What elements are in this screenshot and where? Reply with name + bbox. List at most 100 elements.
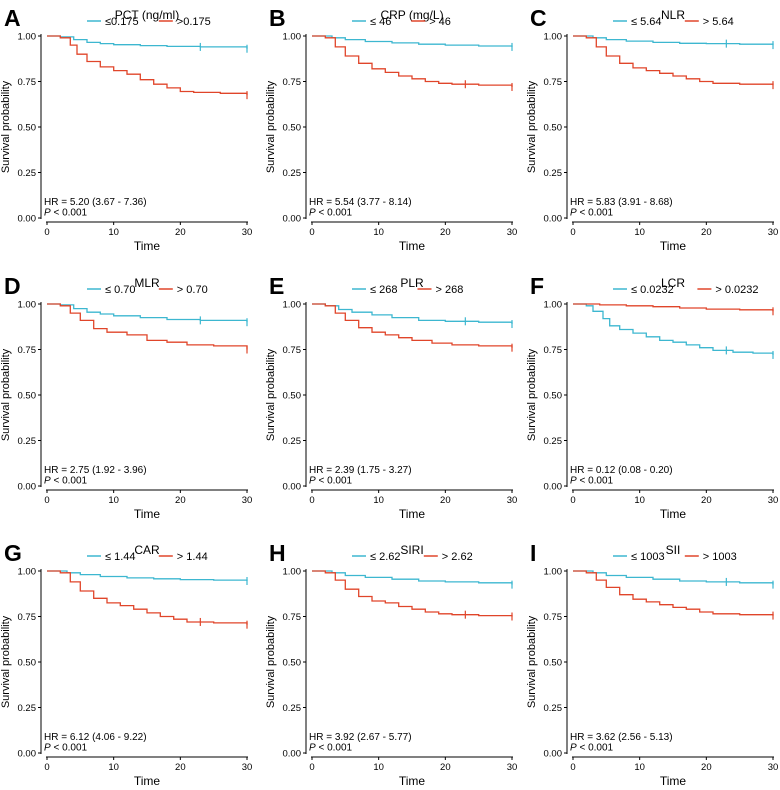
- p-symbol: P: [309, 208, 316, 219]
- panel-title: PLR: [400, 276, 424, 290]
- legend-label-high: > 0.70: [177, 284, 208, 296]
- x-tick-label: 10: [108, 227, 119, 238]
- p-value: P < 0.001: [309, 476, 353, 487]
- y-tick-label: 0.75: [544, 612, 563, 623]
- legend: ≤ 1003 > 1003: [613, 551, 737, 563]
- x-axis-label: Time: [399, 774, 426, 788]
- x-tick-label: 10: [108, 495, 119, 506]
- y-tick-label: 0.75: [283, 77, 302, 88]
- hazard-ratio: HR = 5.20 (3.67 - 7.36): [44, 197, 147, 208]
- p-value: P < 0.001: [309, 208, 353, 219]
- x-tick-label: 0: [570, 762, 575, 773]
- p-text: < 0.001: [316, 476, 353, 487]
- x-tick-label: 30: [242, 227, 253, 238]
- x-tick-label: 20: [701, 227, 712, 238]
- y-tick-label: 0.25: [18, 436, 37, 447]
- panel-letter: B: [269, 5, 286, 31]
- p-value: P < 0.001: [570, 208, 614, 219]
- y-tick-label: 1.00: [283, 32, 302, 43]
- panel-h: H SIRI≤ 2.62 > 2.62 0.00 0.25 0.50 0.75 1.00 0 10…: [265, 540, 517, 788]
- curve-low: [573, 570, 774, 585]
- x-tick-label: 30: [768, 762, 779, 773]
- y-tick-label: 0.50: [18, 391, 37, 402]
- y-tick-label: 1.00: [18, 300, 37, 311]
- panel-f: F LCR≤ 0.0232 > 0.0232 0.00 0.25 0.50 0.75 1.00…: [526, 273, 778, 521]
- x-tick-label: 10: [634, 495, 645, 506]
- x-axis-label: Time: [399, 507, 426, 521]
- y-tick-label: 0.75: [283, 345, 302, 356]
- x-tick-label: 10: [634, 762, 645, 773]
- legend-label-low: ≤ 5.64: [631, 16, 662, 28]
- y-tick-label: 0.00: [283, 482, 302, 493]
- x-tick-label: 10: [373, 227, 384, 238]
- p-value: P < 0.001: [44, 743, 88, 754]
- y-tick-label: 0.00: [544, 482, 563, 493]
- x-tick-label: 20: [175, 762, 186, 773]
- legend-label-high: > 268: [436, 284, 464, 296]
- y-tick-label: 1.00: [18, 567, 37, 578]
- curve-high: [573, 303, 774, 312]
- x-tick-label: 10: [373, 762, 384, 773]
- legend-label-high: >0.175: [177, 16, 211, 28]
- x-tick-label: 0: [44, 495, 49, 506]
- panel-a: A PCT (ng/ml)≤0.175 >0.175 0.00 0.25 0.50 0.75…: [0, 5, 252, 253]
- y-tick-label: 0.00: [283, 214, 302, 225]
- p-text: < 0.001: [51, 743, 88, 754]
- y-axis-label: Survival probability: [0, 348, 12, 441]
- x-axis-label: Time: [134, 507, 161, 521]
- panel-b: B CRP (mg/L)≤ 46 > 46 0.00 0.25 0.50 0.75 1.00 0…: [265, 5, 517, 253]
- panel-i: I SII≤ 1003 > 1003 0.00 0.25 0.50 0.75 1.00 0 10 2…: [526, 540, 778, 788]
- x-tick-label: 30: [507, 495, 518, 506]
- y-tick-label: 0.25: [283, 168, 302, 179]
- panel-title: LCR: [661, 276, 685, 290]
- curve-low: [312, 35, 513, 47]
- legend-label-low: ≤ 268: [370, 284, 397, 296]
- y-tick-label: 0.75: [283, 612, 302, 623]
- y-tick-label: 0.00: [544, 214, 563, 225]
- p-symbol: P: [570, 208, 577, 219]
- y-axis-label: Survival probability: [0, 80, 12, 173]
- x-tick-label: 20: [701, 495, 712, 506]
- legend-label-high: > 1.44: [177, 551, 208, 563]
- y-axis-label: Survival probability: [526, 615, 538, 708]
- p-value: P < 0.001: [44, 208, 88, 219]
- y-tick-label: 0.50: [544, 123, 563, 134]
- x-tick-label: 0: [309, 762, 314, 773]
- legend-label-high: > 46: [429, 16, 451, 28]
- curve-high: [47, 35, 248, 96]
- legend: ≤ 2.62 > 2.62: [352, 551, 473, 563]
- legend-label-low: ≤ 46: [370, 16, 391, 28]
- x-axis-label: Time: [134, 239, 161, 253]
- p-text: < 0.001: [316, 743, 353, 754]
- curve-high: [573, 35, 774, 86]
- x-tick-label: 0: [309, 495, 314, 506]
- y-tick-label: 0.50: [283, 658, 302, 669]
- legend-label-low: ≤ 1003: [631, 551, 665, 563]
- y-axis-label: Survival probability: [265, 80, 277, 173]
- y-tick-label: 0.50: [18, 123, 37, 134]
- panel-letter: H: [269, 540, 286, 566]
- y-tick-label: 0.00: [18, 214, 37, 225]
- x-tick-label: 0: [44, 227, 49, 238]
- y-tick-label: 1.00: [283, 300, 302, 311]
- p-text: < 0.001: [51, 476, 88, 487]
- p-value: P < 0.001: [44, 476, 88, 487]
- x-tick-label: 10: [108, 762, 119, 773]
- legend-label-high: > 1003: [703, 551, 737, 563]
- y-axis-label: Survival probability: [265, 615, 277, 708]
- legend: ≤ 0.0232 > 0.0232: [613, 284, 759, 296]
- x-tick-label: 20: [440, 227, 451, 238]
- panel-title: CRP (mg/L): [380, 8, 443, 22]
- legend-label-low: ≤ 0.70: [105, 284, 136, 296]
- legend: ≤ 1.44 > 1.44: [87, 551, 208, 563]
- legend: ≤ 5.64 > 5.64: [613, 16, 734, 28]
- y-tick-label: 0.50: [544, 391, 563, 402]
- p-text: < 0.001: [51, 208, 88, 219]
- panel-title: PCT (ng/ml): [115, 8, 179, 22]
- x-axis-label: Time: [134, 774, 161, 788]
- panel-g: G CAR≤ 1.44 > 1.44 0.00 0.25 0.50 0.75 1.00 0 10 2…: [0, 540, 252, 788]
- y-tick-label: 0.25: [283, 436, 302, 447]
- legend-label-high: > 5.64: [703, 16, 734, 28]
- hazard-ratio: HR = 5.83 (3.91 - 8.68): [570, 197, 673, 208]
- p-value: P < 0.001: [570, 476, 614, 487]
